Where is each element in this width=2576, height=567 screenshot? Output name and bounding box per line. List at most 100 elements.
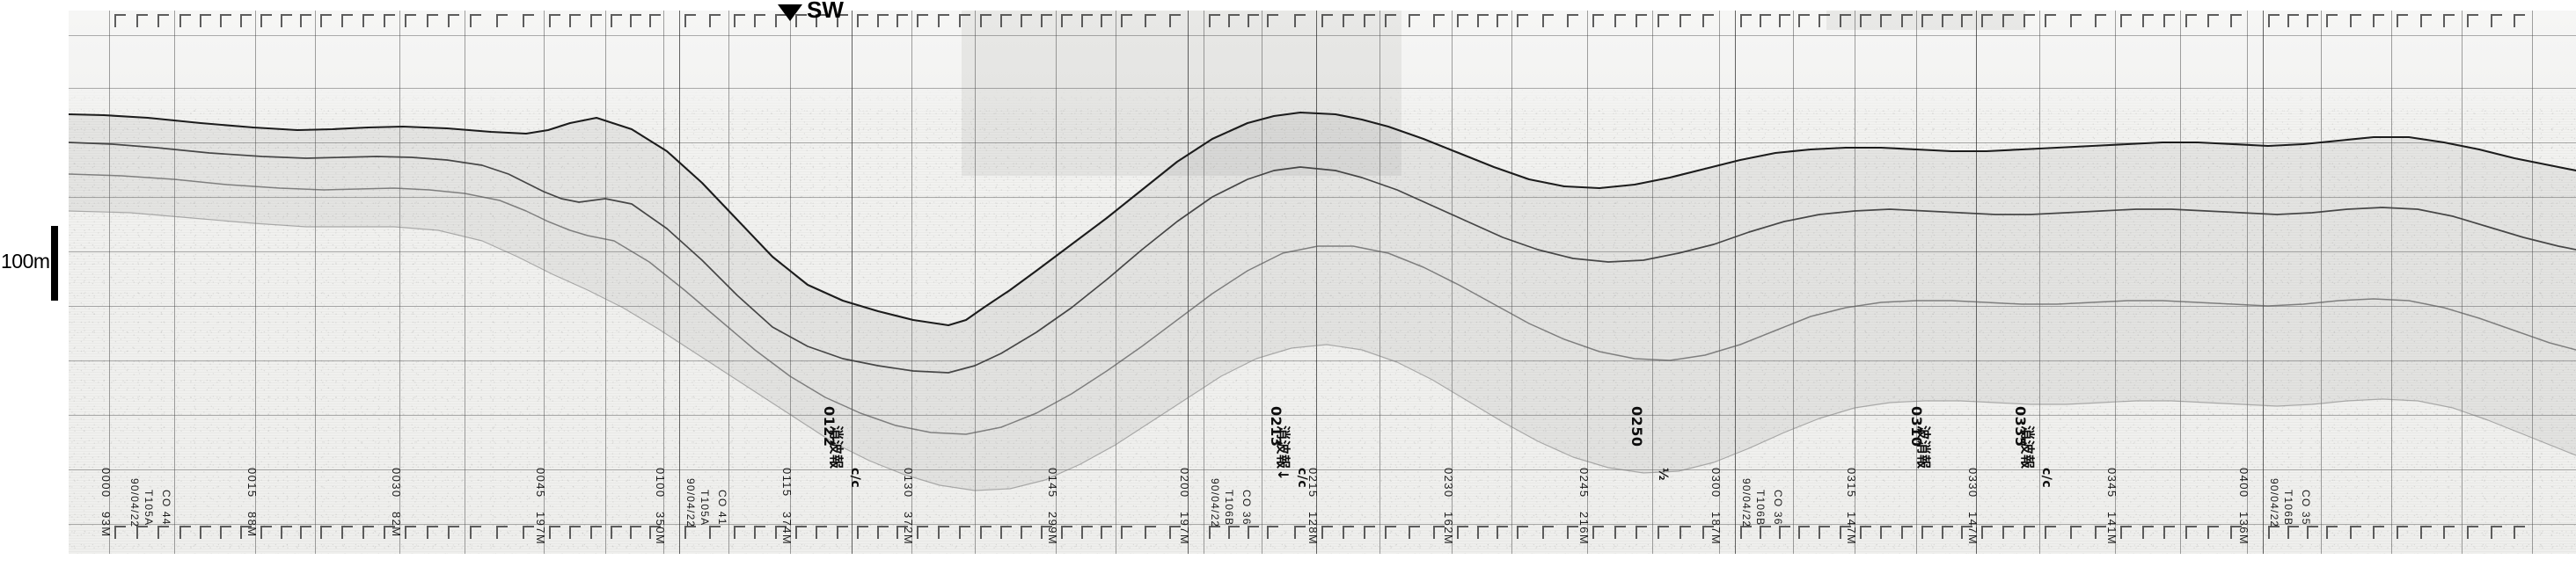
depth-value-label: 350M (654, 512, 667, 546)
grid-line-vertical (605, 11, 606, 554)
scale-tick (857, 14, 868, 27)
scale-tick (1636, 14, 1647, 27)
depth-value-label: 162M (1442, 512, 1455, 546)
scale-tick (2120, 14, 2132, 27)
scale-tick (384, 14, 395, 27)
scale-tick (2326, 526, 2338, 539)
hand-note-annotation: 波消報 (1915, 425, 1932, 469)
scale-tick (1819, 526, 1830, 539)
scale-label: 100m (1, 250, 50, 273)
scale-tick (2350, 526, 2361, 539)
scale-tick (2095, 14, 2106, 27)
grid-line-horizontal (69, 142, 2576, 143)
scale-tick (917, 526, 928, 539)
survey-course-label: CO 44 (160, 490, 172, 526)
scale-tick (590, 526, 602, 539)
scale-tick (1457, 14, 1468, 27)
scale-tick (1840, 526, 1851, 539)
scale-tick (2142, 526, 2154, 539)
survey-course-label: CO 41 (716, 490, 728, 526)
grid-line-horizontal (69, 197, 2576, 198)
scale-tick (136, 14, 148, 27)
scale-tick (2163, 14, 2175, 27)
scale-tick (2307, 14, 2318, 27)
grid-line-vertical (315, 11, 316, 554)
scale-tick (1567, 526, 1578, 539)
scale-tick (684, 526, 696, 539)
scale-tick (816, 14, 827, 27)
scale-tick (1081, 526, 1093, 539)
scale-tick (1121, 526, 1132, 539)
time-mark-label: 0030 (390, 468, 403, 498)
reflector-sub-bottom-reflector-2 (69, 174, 2576, 434)
scale-tick (1267, 14, 1278, 27)
scale-tick (857, 526, 868, 539)
scale-tick (1760, 14, 1771, 27)
scale-tick (1321, 14, 1333, 27)
sediment-fill (69, 113, 2576, 491)
scale-tick (2307, 526, 2318, 539)
scale-tick (2070, 526, 2082, 539)
depth-value-label: 372M (902, 512, 915, 546)
grid-line-vertical (1511, 11, 1512, 554)
scale-tick (1860, 14, 1871, 27)
scale-tick (2120, 526, 2132, 539)
scale-tick (1267, 526, 1278, 539)
survey-date-label: 90/04/22 (1209, 478, 1221, 528)
time-mark-label: 0130 (902, 468, 915, 498)
scale-tick (1101, 14, 1112, 27)
scale-tick (114, 526, 126, 539)
scale-tick (1760, 526, 1771, 539)
scale-tick (1592, 526, 1604, 539)
depth-value-label: 374M (780, 512, 794, 546)
scale-tick (2287, 526, 2299, 539)
scale-tick (240, 14, 252, 27)
scale-tick (1061, 526, 1072, 539)
depth-scale-bar (51, 226, 58, 301)
scale-tick (754, 526, 765, 539)
scale-tick (1145, 526, 1156, 539)
survey-course-label: CO 36 (1240, 490, 1253, 526)
scale-tick (240, 526, 252, 539)
scale-tick (1121, 14, 1132, 27)
scale-tick (2185, 14, 2197, 27)
time-mark-label: 0315 (1845, 468, 1858, 498)
scale-tick (1592, 14, 1604, 27)
scale-tick (938, 526, 949, 539)
scale-tick (1921, 14, 1933, 27)
reflector-seafloor-reflector (69, 113, 2576, 325)
scale-tick (2207, 14, 2219, 27)
scale-tick (709, 14, 721, 27)
survey-date-label: 90/04/22 (2268, 478, 2280, 528)
scale-tick (1409, 14, 1420, 27)
scale-tick (1209, 526, 1220, 539)
scale-tick (2397, 14, 2408, 27)
scale-tick (1248, 526, 1259, 539)
scale-tick (2230, 526, 2242, 539)
depth-value-label: 216M (1577, 512, 1591, 546)
scale-tick (2023, 14, 2035, 27)
scale-tick (1457, 526, 1468, 539)
scale-tick (405, 526, 416, 539)
scale-tick (1041, 14, 1052, 27)
grid-line-vertical (2263, 11, 2264, 554)
hand-mark-annotation: c/c (1295, 468, 1309, 489)
grid-line-horizontal (69, 35, 2576, 36)
reflector-deep-reflector (69, 211, 2576, 491)
scale-tick (2326, 14, 2338, 27)
time-mark-label: 0200 (1178, 468, 1191, 498)
water-column-region (69, 11, 2576, 116)
scale-tick (300, 14, 311, 27)
scale-tick (1145, 14, 1156, 27)
scale-tick (684, 14, 696, 27)
scale-tick (1921, 526, 1933, 539)
scale-tick (590, 14, 602, 27)
scale-tick (1497, 14, 1508, 27)
scale-tick (405, 14, 416, 27)
scale-tick (1101, 526, 1112, 539)
scale-tick (1819, 14, 1830, 27)
scale-tick (1021, 14, 1032, 27)
grid-line-vertical (2321, 11, 2322, 554)
scale-tick (1517, 526, 1528, 539)
scale-tick (1477, 526, 1489, 539)
